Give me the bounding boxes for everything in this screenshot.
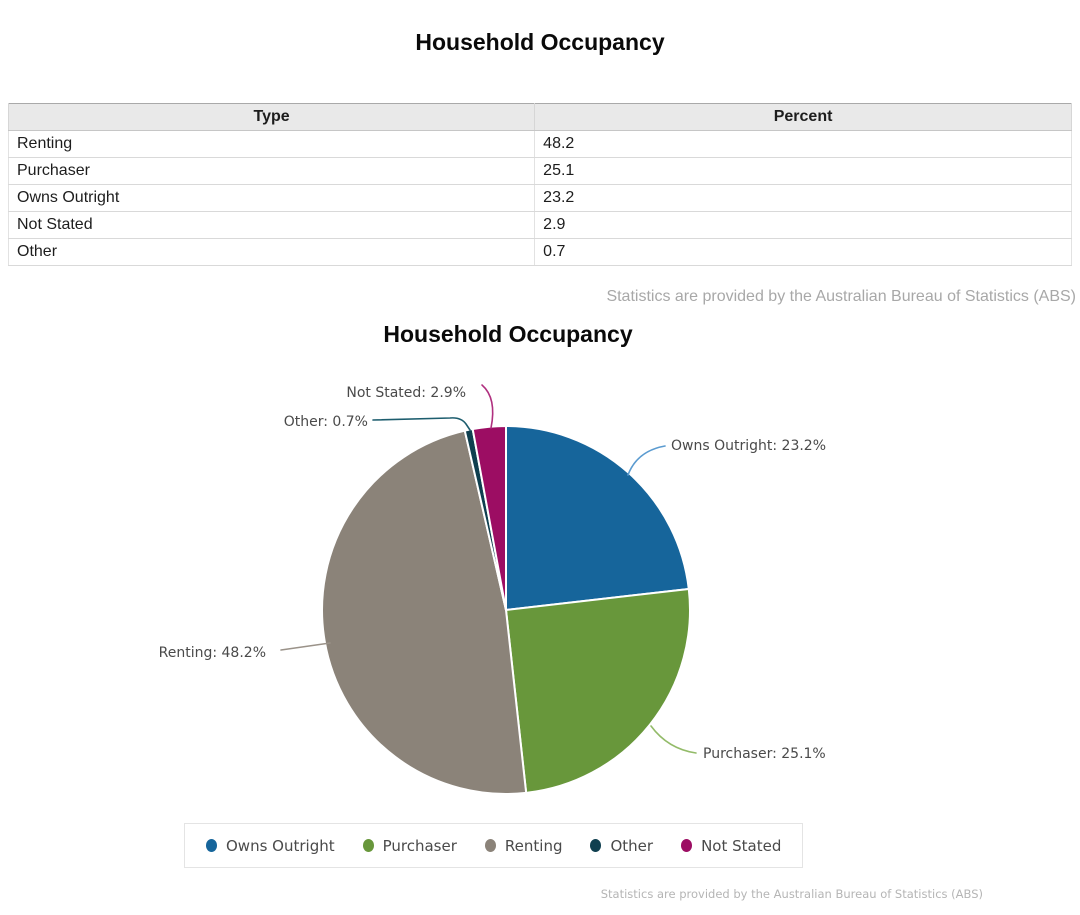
legend-dot-owns-outright [206, 839, 217, 852]
legend-item-other[interactable]: Other [590, 837, 653, 855]
legend-label: Renting [504, 836, 563, 855]
pie-slice-renting[interactable] [321, 429, 528, 795]
cell-type: Other [7, 238, 536, 266]
legend-item-owns-outright[interactable]: Owns Outright [206, 837, 335, 855]
legend-dot-not-stated [681, 839, 693, 852]
legend-dot-renting [484, 839, 496, 852]
legend-label: Owns Outright [226, 836, 335, 855]
legend-dot-purchaser [362, 839, 374, 852]
pie-leader-other [372, 417, 471, 431]
cell-type: Owns Outright [7, 184, 536, 212]
table-row: Not Stated 2.9 [7, 211, 1072, 239]
abs-attribution-bottom: Statistics are provided by the Australia… [600, 887, 983, 901]
legend-item-not-stated[interactable]: Not Stated [681, 837, 781, 855]
table-header-row: Type Percent [7, 103, 1072, 131]
pie-label-not-stated: Not Stated: 2.9% [346, 385, 466, 401]
legend-item-purchaser[interactable]: Purchaser [362, 836, 457, 855]
cell-percent: 25.1 [534, 157, 1072, 185]
cell-type: Renting [7, 130, 536, 158]
pie-slice-owns-outright[interactable] [505, 425, 690, 611]
cell-percent: 2.9 [534, 211, 1072, 239]
page-title: Household Occupancy [415, 29, 665, 55]
table-row: Purchaser 25.1 [7, 157, 1072, 185]
chart-legend: Owns Outright Purchaser Renting Other No… [184, 823, 804, 868]
abs-attribution-top: Statistics are provided by the Australia… [606, 288, 1076, 305]
pie-leader-owns-outright [627, 445, 666, 476]
pie-leader-purchaser [650, 725, 697, 754]
pie-leader-not-stated [481, 384, 494, 429]
occupancy-table: Type Percent Renting 48.2 Purchaser 25.1… [7, 103, 1072, 266]
cell-percent: 48.2 [534, 130, 1072, 158]
table-row: Owns Outright 23.2 [7, 184, 1072, 212]
chart-title: Household Occupancy [383, 321, 633, 347]
cell-type: Not Stated [7, 211, 536, 239]
cell-percent: 23.2 [534, 184, 1072, 212]
cell-type: Purchaser [7, 157, 536, 185]
legend-label: Not Stated [701, 836, 782, 855]
legend-item-renting[interactable]: Renting [484, 836, 563, 855]
pie-label-other: Other: 0.7% [284, 414, 368, 430]
pie-label-renting: Renting: 48.2% [159, 645, 266, 661]
table-row: Renting 48.2 [7, 130, 1072, 158]
table-row: Other 0.7 [7, 238, 1072, 266]
pie-slice-purchaser[interactable] [505, 587, 691, 794]
cell-percent: 0.7 [534, 238, 1072, 266]
legend-label: Purchaser [382, 836, 457, 855]
column-header-type: Type [7, 103, 536, 131]
pie-label-purchaser: Purchaser: 25.1% [703, 746, 826, 762]
legend-label: Other [610, 836, 654, 855]
column-header-percent: Percent [534, 103, 1072, 131]
pie-leader-renting [280, 642, 331, 651]
legend-dot-other [590, 839, 602, 852]
pie-label-owns-outright: Owns Outright: 23.2% [671, 438, 826, 454]
